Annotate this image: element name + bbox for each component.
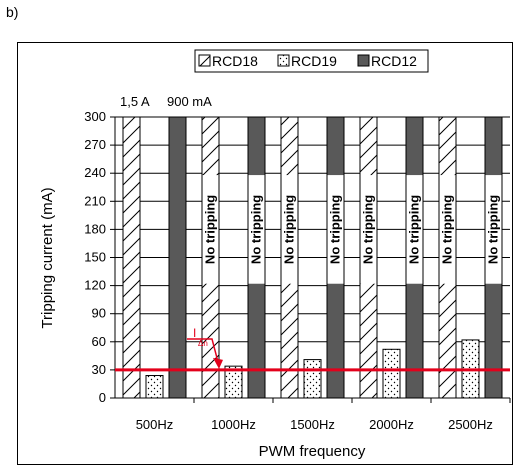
- no-tripping-label: No tripping: [282, 195, 297, 264]
- no-tripping-label: No tripping: [361, 195, 376, 264]
- y-tick-label: 210: [84, 193, 106, 208]
- threshold-group: I Δn: [115, 326, 510, 372]
- legend-swatch-rcd18: [198, 54, 211, 67]
- legend-swatch-rcd19: [277, 54, 290, 67]
- note-900-ma: 900 mA: [167, 94, 212, 109]
- y-tick-label: 90: [92, 306, 106, 321]
- bar-rcd19-2000hz: [382, 348, 401, 399]
- x-tick-label: 2500Hz: [448, 417, 493, 432]
- y-tick-label: 30: [92, 362, 106, 377]
- no-tripping-box: [485, 175, 502, 284]
- no-tripping-label: No tripping: [249, 195, 264, 264]
- no-tripping-box: [406, 175, 423, 284]
- y-tick-labels: 0 30 60 90 120 150 180 210 240 270 300: [84, 109, 106, 405]
- bar-rcd19-500hz: [145, 375, 164, 399]
- no-tripping-label: No tripping: [203, 195, 218, 264]
- y-tick-label: 270: [84, 137, 106, 152]
- x-tick-label: 500Hz: [136, 417, 174, 432]
- bar-rcd12-500hz: [168, 116, 187, 399]
- bar-rcd19-1500hz: [303, 359, 322, 399]
- note-1-5-a: 1,5 A: [120, 94, 150, 109]
- no-tripping-box: [327, 175, 344, 284]
- chart-frame: [17, 42, 513, 465]
- y-tick-label: 120: [84, 278, 106, 293]
- x-tick-labels: 500Hz 1000Hz 1500Hz 2000Hz 2500Hz: [136, 398, 511, 432]
- x-tick-label: 1500Hz: [290, 417, 335, 432]
- legend: RCD18 RCD19 RCD12: [194, 49, 429, 73]
- y-tick-label: 0: [99, 390, 106, 405]
- bar-rcd18-500hz: [122, 116, 141, 399]
- no-tripping-box: [281, 175, 298, 284]
- threshold-label: I: [193, 326, 196, 340]
- legend-label-rcd19: RCD19: [291, 53, 337, 69]
- y-tick-label: 240: [84, 165, 106, 180]
- legend-swatch-rcd12: [357, 54, 370, 67]
- threshold-arrowhead: [213, 357, 223, 369]
- no-tripping-labels: No tripping No tripping No tripping No trip…: [202, 175, 502, 284]
- no-tripping-label: No tripping: [407, 195, 422, 264]
- threshold-label-sub: Δn: [198, 339, 208, 348]
- no-tripping-box: [248, 175, 265, 284]
- no-tripping-label: No tripping: [440, 195, 455, 264]
- x-tick-label: 2000Hz: [369, 417, 414, 432]
- no-tripping-box: [360, 175, 377, 284]
- y-tick-label: 300: [84, 109, 106, 124]
- no-tripping-label: No tripping: [328, 195, 343, 264]
- legend-label-rcd18: RCD18: [212, 53, 258, 69]
- x-tick-label: 1000Hz: [211, 417, 256, 432]
- panel-label: b): [6, 4, 19, 20]
- y-tick-label: 150: [84, 250, 106, 265]
- no-tripping-box: [439, 175, 456, 284]
- y-axis-title: Tripping current (mA): [39, 187, 56, 328]
- legend-box: [194, 49, 429, 73]
- x-axis-title: PWM frequency: [259, 443, 366, 460]
- threshold-arrow: [187, 338, 219, 363]
- no-tripping-box: [202, 175, 219, 284]
- legend-label-rcd12: RCD12: [371, 53, 417, 69]
- no-tripping-label: No tripping: [486, 195, 501, 264]
- y-tick-label: 180: [84, 221, 106, 236]
- y-tick-label: 60: [92, 334, 106, 349]
